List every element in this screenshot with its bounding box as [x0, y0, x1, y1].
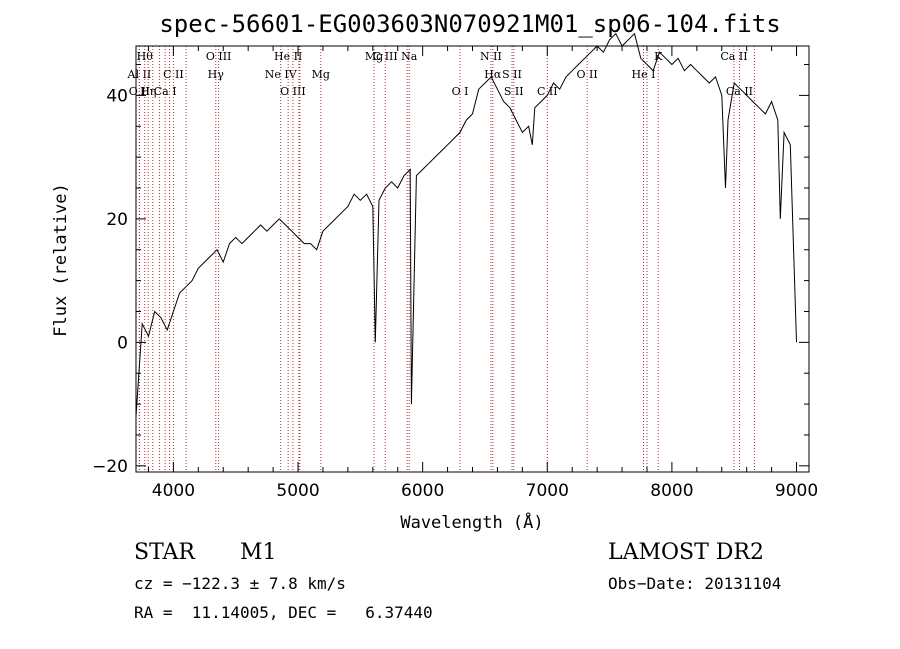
x-tick-label: 5000	[276, 481, 319, 501]
line-marker-label: Ne IV	[265, 68, 298, 81]
x-axis-label: Wavelength (Å)	[400, 511, 543, 533]
line-marker-label: Ca II	[726, 85, 753, 98]
axis-ticks: 4000 5000 6000 7000 8000 9000 −20 0 20 40	[92, 46, 818, 501]
spectrum-series-line	[135, 32, 797, 417]
line-marker-label: N II	[480, 50, 502, 63]
survey-name: LAMOST DR2	[608, 540, 764, 565]
line-marker-label: Hθ	[137, 50, 154, 63]
line-marker-label: Hα	[484, 68, 502, 81]
coordinates: RA = 11.14005, DEC = 6.37440	[134, 603, 433, 622]
line-marker-label: Ca I	[154, 85, 177, 98]
line-marker-label: Mg	[312, 68, 330, 81]
x-tick-label: 9000	[775, 481, 818, 501]
y-tick-label: −20	[92, 457, 128, 477]
line-marker-label: C II	[537, 85, 558, 98]
line-marker-label: Na	[401, 50, 418, 63]
obs-date: Obs−Date: 20131104	[608, 574, 782, 593]
line-marker-label: He I	[632, 68, 656, 81]
line-marker-label: C II	[163, 68, 184, 81]
line-marker-label: S II	[502, 68, 522, 81]
line-marker-label: Hη	[140, 85, 156, 98]
line-marker-label: O III	[206, 50, 232, 63]
line-marker-label: O II	[577, 68, 598, 81]
line-marker-label: Ca II	[720, 50, 747, 63]
object-class: STAR	[134, 540, 195, 565]
y-axis-label: Flux (relative)	[51, 183, 71, 337]
x-tick-label: 7000	[526, 481, 569, 501]
line-marker-label: O III	[280, 85, 306, 98]
plot-frame	[135, 45, 810, 473]
line-marker-label: O I	[452, 85, 469, 98]
line-marker-label: Al II	[127, 68, 152, 81]
line-marker-label: S II	[504, 85, 524, 98]
line-marker-label: C III	[373, 50, 398, 63]
line-marker-label: Mg	[365, 50, 383, 63]
y-tick-label: 0	[117, 333, 128, 353]
x-tick-label: 4000	[152, 481, 195, 501]
redshift-info: cz = −122.3 ± 7.8 km/s	[134, 574, 346, 593]
chart-title: spec-56601-EG003603N070921M01_sp06-104.f…	[159, 10, 780, 38]
y-tick-label: 40	[106, 86, 128, 106]
line-marker-label: He II	[274, 50, 302, 63]
x-tick-label: 8000	[650, 481, 693, 501]
y-tick-label: 20	[106, 210, 128, 230]
x-tick-label: 6000	[401, 481, 444, 501]
object-subclass: M1	[240, 540, 277, 565]
line-marker-label: Hγ	[208, 68, 225, 81]
line-marker-label: K	[654, 50, 663, 63]
